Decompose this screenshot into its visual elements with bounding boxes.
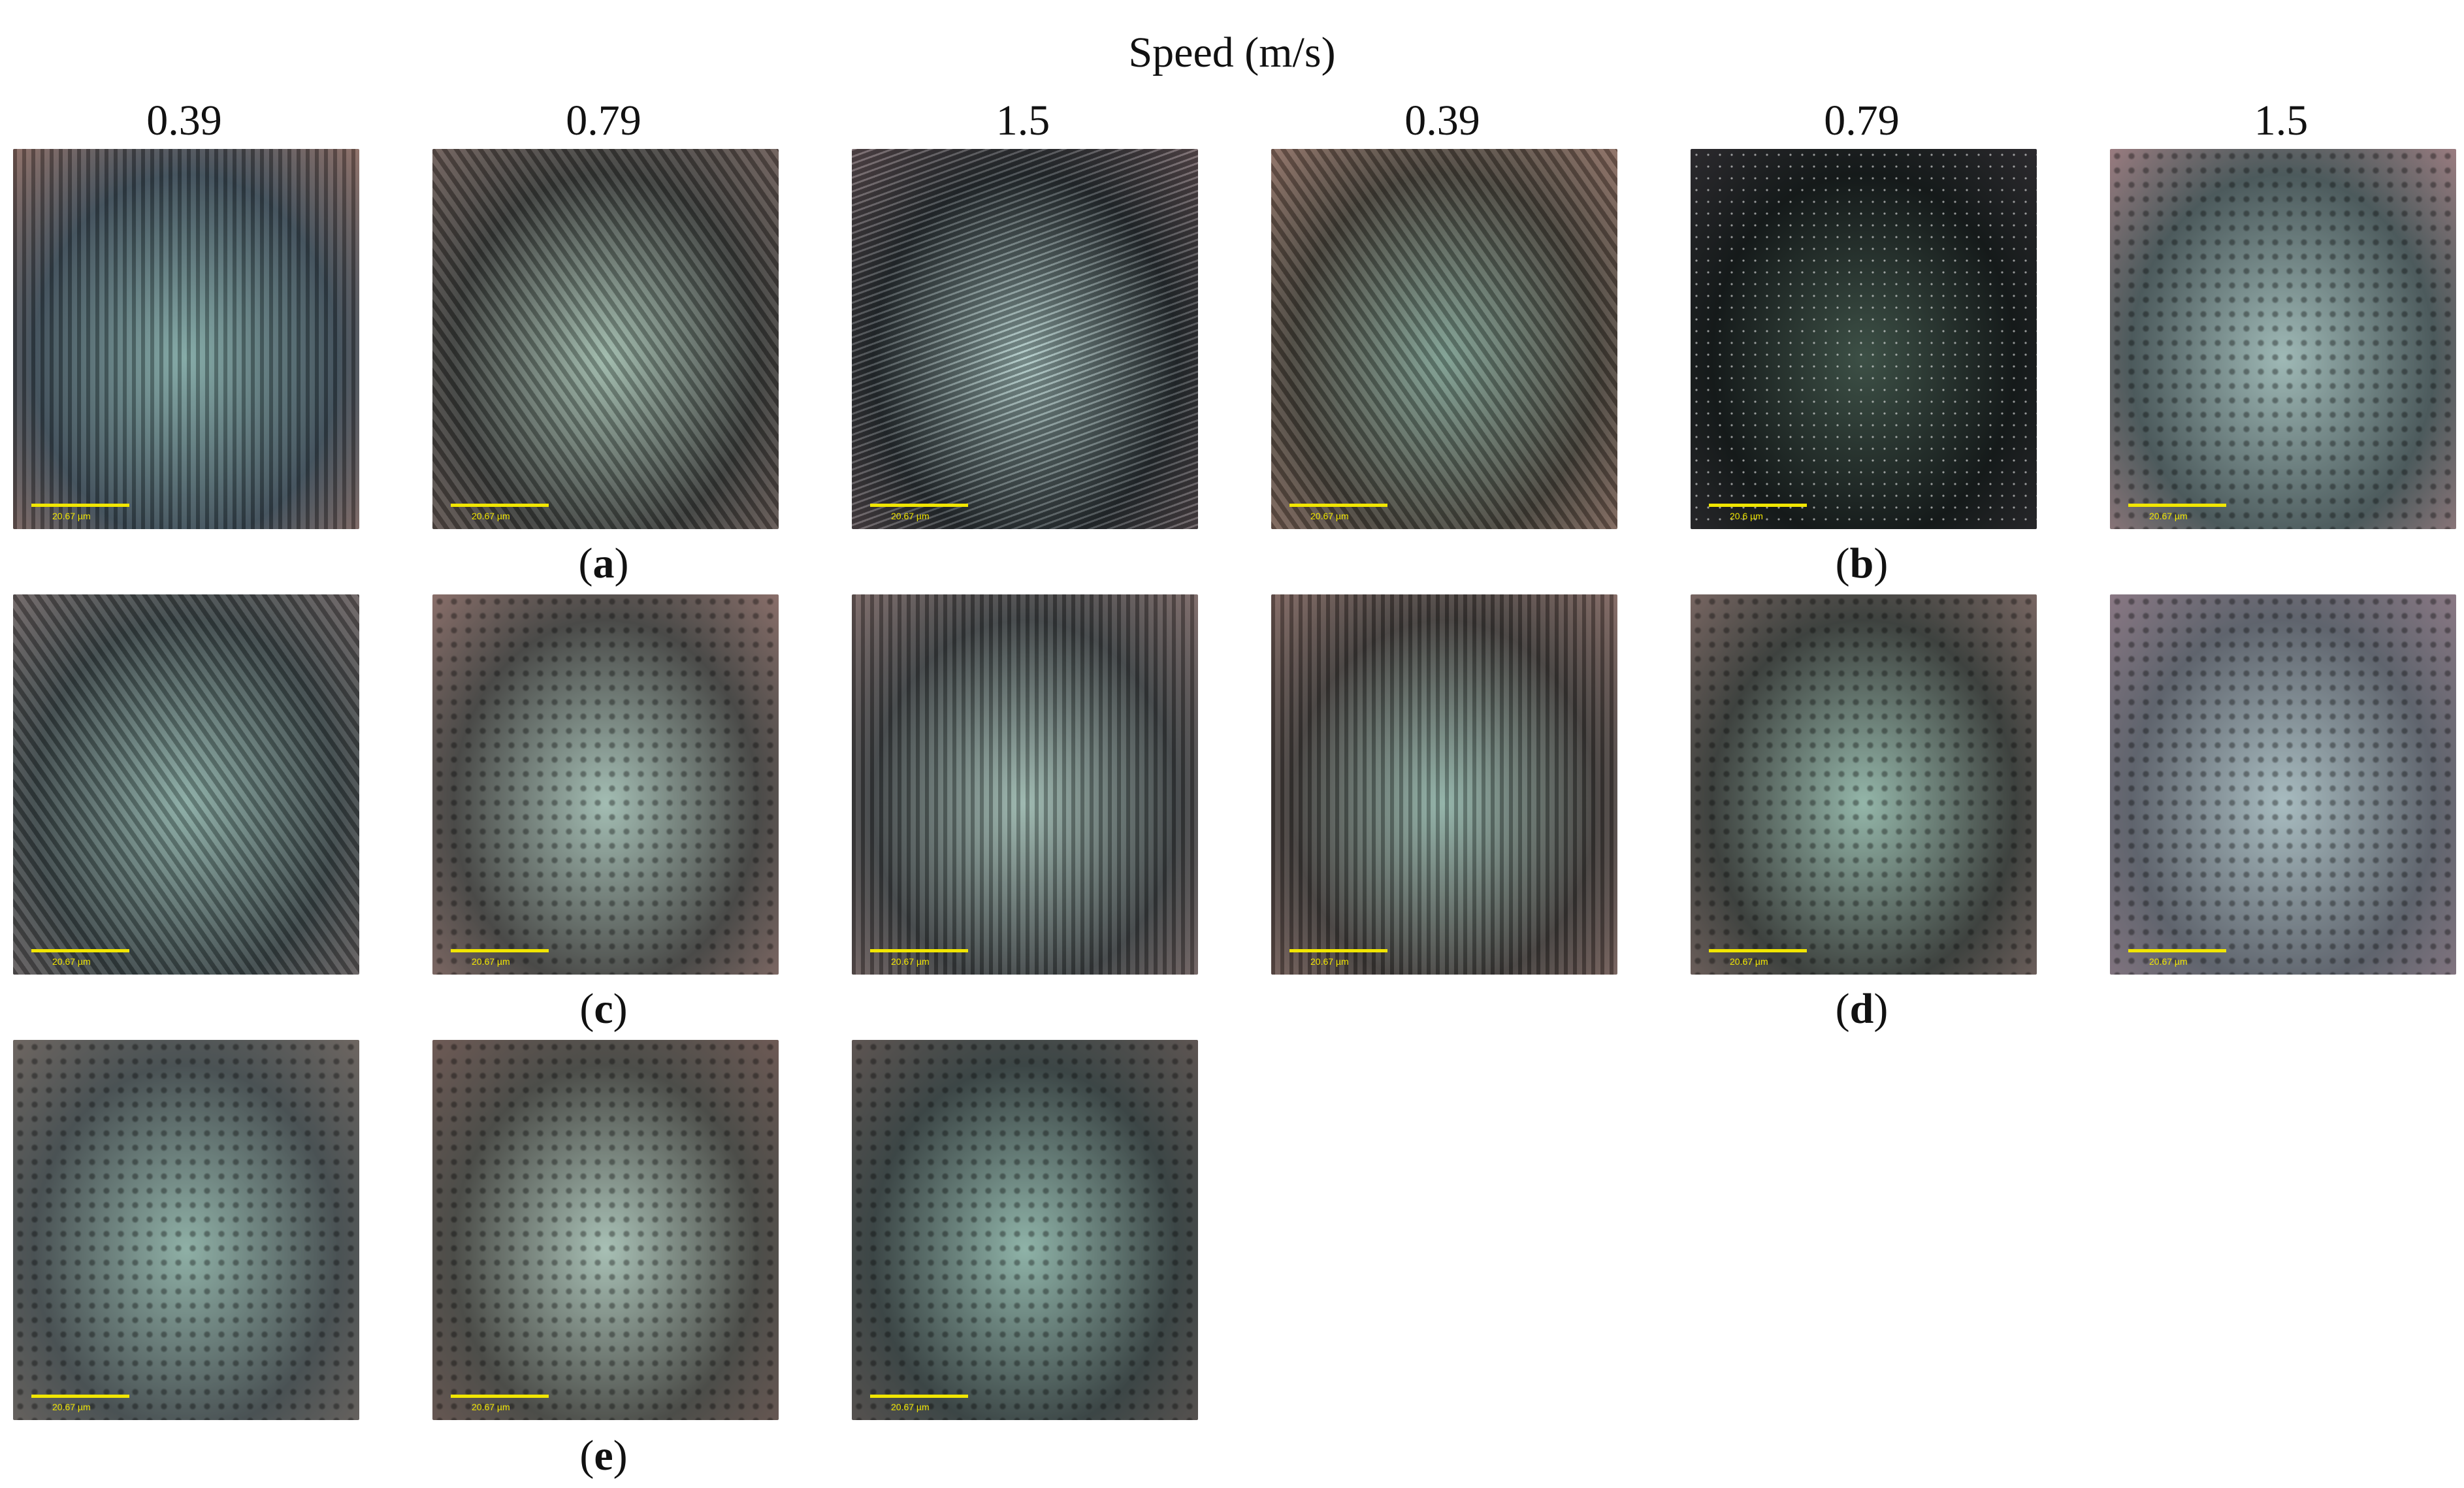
scale-bar-label: 20.67 µm [472,956,510,967]
scale-bar [1709,504,1807,507]
micrograph-b-0_79: 20.6 µm [1691,149,2037,529]
scale-bar-label: 20.67 µm [2149,956,2188,967]
scale-bar [31,949,129,952]
caption-d-letter: d [1849,985,1874,1033]
caption-d: (d) [1835,985,1889,1033]
micrograph-a-1_5: 20.67 µm [852,149,1198,529]
scale-bar-label: 20.67 µm [1310,956,1349,967]
micrograph-b-1_5: 20.67 µm [2110,149,2456,529]
scale-bar-label: 20.67 µm [472,1402,510,1412]
micrograph-texture [852,149,1198,529]
micrograph-texture [1691,149,2037,529]
scale-bar-label: 20.6 µm [1730,511,1763,521]
scale-bar-label: 20.67 µm [891,1402,930,1412]
micrograph-e-1_5: 20.67 µm [852,1040,1198,1420]
micrograph-texture [2110,594,2456,975]
micrograph-texture [1271,149,1617,529]
micrograph-e-0_79: 20.67 µm [432,1040,779,1420]
caption-c: (c) [579,985,628,1033]
scale-bar [31,504,129,507]
micrograph-c-0_79: 20.67 µm [432,594,779,975]
scale-bar-label: 20.67 µm [52,1402,91,1412]
scale-bar-label: 20.67 µm [1310,511,1349,521]
scale-bar-label: 20.67 µm [52,511,91,521]
scale-bar [451,1395,549,1398]
scale-bar [1709,949,1807,952]
scale-bar [870,504,968,507]
scale-bar-label: 20.67 µm [891,956,930,967]
caption-e: (e) [579,1432,628,1480]
column-header-2: 0.79 [566,97,641,144]
scale-bar-label: 20.67 µm [2149,511,2188,521]
micrograph-texture [13,149,359,529]
micrograph-d-0_79: 20.67 µm [1691,594,2037,975]
column-header-6: 1.5 [2254,97,2309,144]
scale-bar-label: 20.67 µm [1730,956,1768,967]
micrograph-d-1_5: 20.67 µm [2110,594,2456,975]
scale-bar [451,504,549,507]
micrograph-e-0_39: 20.67 µm [13,1040,359,1420]
caption-a-letter: a [592,540,615,587]
caption-c-letter: c [594,985,613,1033]
caption-b-letter: b [1849,540,1874,587]
caption-e-letter: e [594,1432,613,1480]
scale-bar [870,1395,968,1398]
scale-bar [870,949,968,952]
scale-bar [2128,949,2226,952]
micrograph-texture [13,1040,359,1420]
scale-bar [2128,504,2226,507]
column-header-4: 0.39 [1404,97,1480,144]
micrograph-texture [1271,594,1617,975]
scale-bar [451,949,549,952]
micrograph-c-1_5: 20.67 µm [852,594,1198,975]
caption-b: (b) [1835,540,1889,587]
micrograph-c-0_39: 20.67 µm [13,594,359,975]
micrograph-texture [852,1040,1198,1420]
micrograph-texture [432,149,779,529]
scale-bar [1289,949,1387,952]
column-header-1: 0.39 [146,97,222,144]
micrograph-texture [1691,594,2037,975]
caption-a: (a) [578,540,629,587]
micrograph-texture [432,594,779,975]
micrograph-texture [13,594,359,975]
micrograph-a-0_79: 20.67 µm [432,149,779,529]
micrograph-texture [432,1040,779,1420]
speed-axis-title: Speed (m/s) [1128,29,1336,76]
micrograph-d-0_39: 20.67 µm [1271,594,1617,975]
micrograph-texture [852,594,1198,975]
scale-bar-label: 20.67 µm [52,956,91,967]
column-header-3: 1.5 [996,97,1050,144]
micrograph-a-0_39: 20.67 µm [13,149,359,529]
column-header-5: 0.79 [1824,97,1900,144]
scale-bar-label: 20.67 µm [891,511,930,521]
scale-bar [1289,504,1387,507]
micrograph-texture [2110,149,2456,529]
scale-bar [31,1395,129,1398]
scale-bar-label: 20.67 µm [472,511,510,521]
micrograph-b-0_39: 20.67 µm [1271,149,1617,529]
